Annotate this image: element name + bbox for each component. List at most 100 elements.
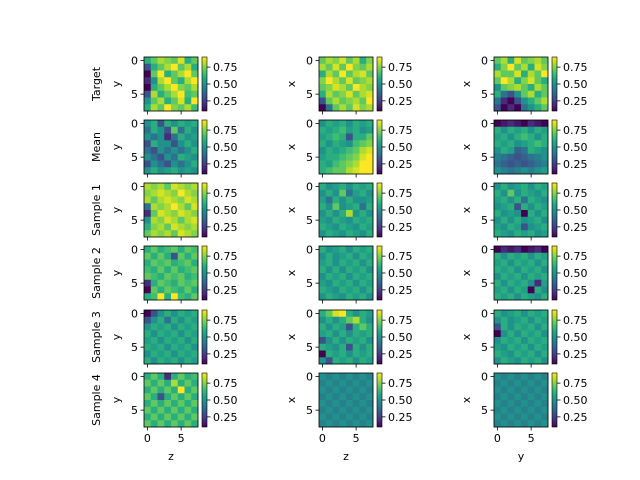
heatmap-cell	[164, 393, 172, 401]
heatmap-cell	[144, 223, 152, 231]
heatmap-cell	[332, 373, 340, 381]
colorbar-tick-label: 0.25	[563, 348, 588, 361]
heatmap-cell	[507, 420, 515, 428]
heatmap-cell	[366, 279, 374, 287]
heatmap-cell	[319, 406, 327, 414]
heatmap-cell	[514, 259, 522, 267]
heatmap-cell	[191, 373, 199, 381]
heatmap-cell	[352, 252, 360, 260]
y-tick-label: 0	[306, 243, 313, 256]
heatmap-cell	[534, 259, 542, 267]
heatmap-cell	[507, 183, 515, 191]
y-tick-label: 0	[131, 243, 138, 256]
heatmap-cell	[514, 293, 522, 301]
heatmap-cell	[352, 230, 360, 238]
heatmap-cell	[352, 104, 360, 112]
heatmap-cell	[150, 330, 158, 338]
heatmap-cell	[184, 140, 192, 148]
colorbar-tick-label: 0.25	[563, 411, 588, 424]
heatmap-cell	[150, 386, 158, 394]
heatmap-cell	[500, 420, 508, 428]
heatmap-cell	[527, 330, 535, 338]
heatmap-cell	[346, 140, 354, 148]
heatmap-cell	[366, 160, 374, 168]
heatmap-cell	[527, 273, 535, 281]
y-tick-label: 5	[306, 151, 313, 164]
heatmap-cell	[325, 210, 333, 218]
heatmap-cell	[164, 343, 172, 351]
heatmap-cell	[184, 97, 192, 105]
heatmap-cell	[346, 379, 354, 387]
y-tick-label: 5	[481, 214, 488, 227]
heatmap-cell	[144, 230, 152, 238]
heatmap-cell	[144, 393, 152, 401]
heatmap-cell	[494, 350, 502, 358]
heatmap-cell	[339, 406, 347, 414]
heatmap-cell	[352, 84, 360, 92]
heatmap-cell	[339, 379, 347, 387]
heatmap-cell	[150, 413, 158, 421]
heatmap-cell	[191, 203, 199, 211]
heatmap-cell	[157, 386, 165, 394]
heatmap-cell	[177, 90, 185, 98]
heatmap-cell	[521, 140, 529, 148]
heatmap-cell	[157, 323, 165, 331]
heatmap-cell	[332, 203, 340, 211]
heatmap-cell	[527, 379, 535, 387]
heatmap-cell	[514, 266, 522, 274]
heatmap-cell	[521, 357, 529, 365]
heatmap-cell	[494, 379, 502, 387]
heatmap-cell	[339, 140, 347, 148]
heatmap-cell	[366, 203, 374, 211]
heatmap-cell	[500, 104, 508, 112]
heatmap-cell	[191, 84, 199, 92]
colorbar-tick-label: 0.50	[388, 267, 413, 280]
heatmap-cell	[150, 393, 158, 401]
heatmap-cell	[507, 70, 515, 78]
heatmap-cell	[171, 379, 179, 387]
heatmap-cell	[184, 350, 192, 358]
heatmap-cell	[500, 97, 508, 105]
y-tick-label: 5	[131, 88, 138, 101]
heatmap-cell	[332, 63, 340, 71]
heatmap-cell	[157, 196, 165, 204]
heatmap-cell	[144, 104, 152, 112]
heatmap-cell	[144, 259, 152, 267]
heatmap-cell	[507, 84, 515, 92]
heatmap-cell	[191, 357, 199, 365]
heatmap-cell	[177, 210, 185, 218]
heatmap-cell	[319, 167, 327, 175]
heatmap-cell	[507, 400, 515, 408]
heatmap-cell	[191, 147, 199, 155]
panel-frame	[493, 56, 549, 112]
colorbar-tick-label: 0.50	[213, 267, 238, 280]
y-tick-label: 5	[306, 404, 313, 417]
heatmap-cell	[319, 140, 327, 148]
heatmap-cell	[164, 273, 172, 281]
heatmap-cell	[332, 216, 340, 224]
heatmap-cell	[346, 153, 354, 161]
heatmap-cell	[541, 343, 549, 351]
heatmap-cell	[150, 133, 158, 141]
heatmap-cell	[521, 126, 529, 134]
heatmap-cell	[177, 216, 185, 224]
heatmap-cell	[500, 63, 508, 71]
heatmap-cell	[514, 189, 522, 197]
heatmap-cell	[494, 189, 502, 197]
heatmap-cell	[325, 196, 333, 204]
heatmap-cell	[500, 330, 508, 338]
heatmap-cell	[144, 343, 152, 351]
heatmap-cell	[319, 77, 327, 85]
heatmap-cell	[494, 323, 502, 331]
heatmap-cell	[527, 373, 535, 381]
heatmap-cell	[507, 413, 515, 421]
heatmap-cell	[521, 246, 529, 254]
heatmap-cell	[191, 70, 199, 78]
heatmap-cell	[359, 153, 367, 161]
heatmap-cell	[541, 57, 549, 65]
heatmap-cell	[527, 77, 535, 85]
heatmap-cell	[164, 406, 172, 414]
heatmap-cell	[346, 373, 354, 381]
heatmap-cell	[366, 386, 374, 394]
heatmap-cell	[164, 293, 172, 301]
